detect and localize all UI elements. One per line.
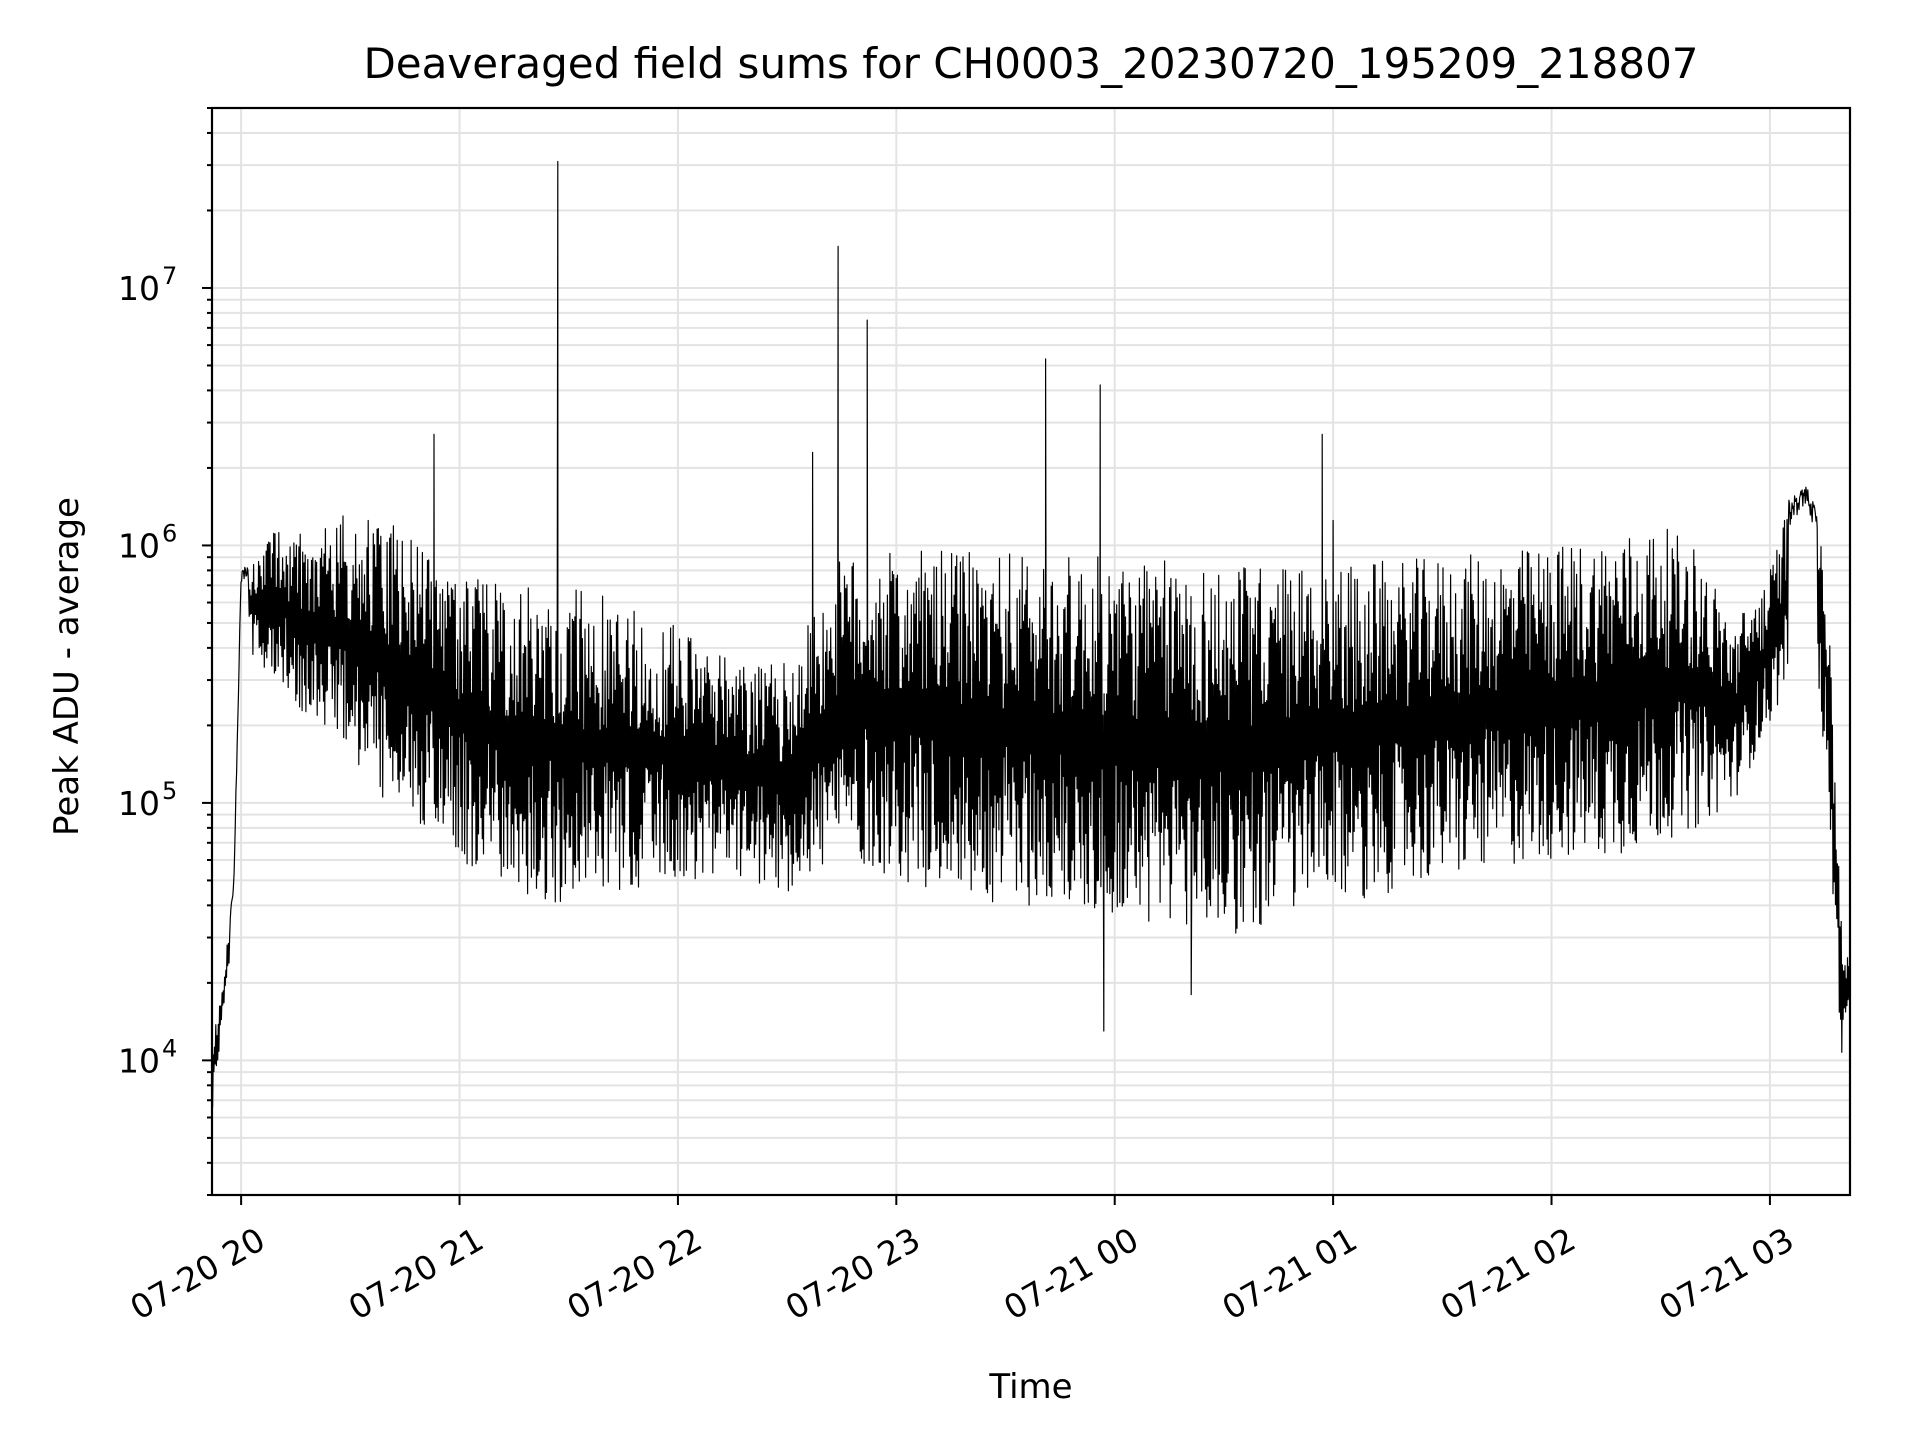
y-tick-label: 10 [118, 269, 160, 308]
plot-area [211, 160, 1851, 1108]
y-tick-label: 10 [118, 526, 160, 565]
chart-title: Deaveraged field sums for CH0003_2023072… [363, 39, 1698, 88]
y-tick-label: 10 [118, 1041, 160, 1080]
x-axis-label: Time [988, 1367, 1072, 1407]
y-tick-exponent: 5 [162, 777, 177, 805]
y-axis-label: Peak ADU - average [47, 497, 87, 836]
y-tick-exponent: 4 [162, 1034, 177, 1062]
y-tick-exponent: 7 [162, 262, 177, 290]
plot-frame [210, 106, 1852, 1197]
y-tick-exponent: 6 [162, 519, 177, 547]
y-tick-label: 10 [118, 784, 160, 823]
series-line [211, 160, 1851, 1108]
